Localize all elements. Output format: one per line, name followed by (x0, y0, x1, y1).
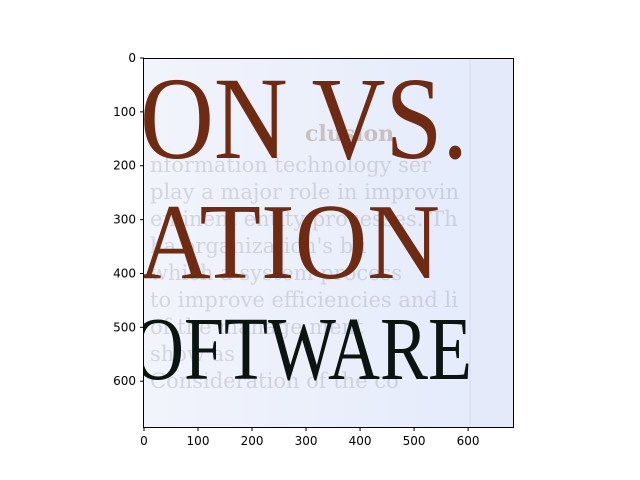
page-right-margin (470, 58, 514, 427)
title-line-1: ON VS. (140, 53, 468, 184)
background-text-line: show as (150, 342, 235, 366)
x-tick-label: 200 (241, 434, 264, 448)
x-tick-label: 300 (295, 434, 318, 448)
x-tick-label: 600 (457, 434, 480, 448)
background-text-line: ha organization's bu (150, 234, 367, 258)
axes-frame (143, 58, 514, 428)
background-heading: clusion (305, 121, 394, 147)
image-area: clusion nformation technology ser play a … (132, 53, 514, 427)
x-axis: 0 100 200 300 400 500 600 (140, 427, 480, 448)
y-tick-label: 400 (113, 266, 136, 280)
x-tick-label: 500 (403, 434, 426, 448)
image-background (144, 58, 514, 427)
y-tick-label: 300 (113, 213, 136, 227)
y-tick-label: 500 (113, 320, 136, 334)
y-tick-label: 100 (113, 105, 136, 119)
title-line-3: OFTWARE (132, 300, 472, 399)
y-axis: 0 100 200 300 400 500 600 (113, 51, 144, 388)
background-text-line: of the manage ment (150, 315, 364, 339)
background-text-line: which a system process (150, 261, 402, 285)
y-tick-label: 200 (113, 159, 136, 173)
background-text-line: play a major role in improvin (150, 180, 459, 204)
background-text-line: to improve efficiencies and li (150, 288, 458, 312)
y-tick-label: 600 (113, 374, 136, 388)
x-tick-label: 0 (140, 434, 148, 448)
background-text-block: nformation technology ser play a major ro… (150, 153, 459, 393)
background-text-line: nformation technology ser (150, 153, 432, 177)
y-tick-label: 0 (128, 51, 136, 65)
x-tick-label: 100 (187, 434, 210, 448)
background-text-line: eminent entity processes. Th (150, 207, 458, 231)
x-tick-label: 400 (349, 434, 372, 448)
title-line-2: ATION (138, 183, 440, 302)
background-text-line: Consideration of the co (150, 369, 399, 393)
